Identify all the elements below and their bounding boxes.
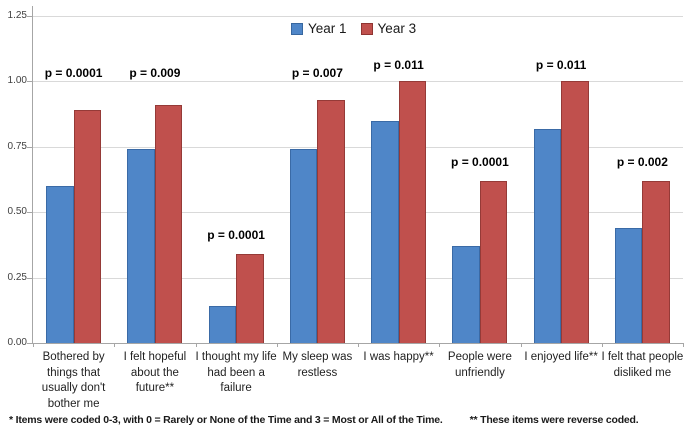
y-tick-1 [27,81,32,83]
y-tick-label: 0.75 [7,140,27,152]
p-value-label-8: p = 0.002 [616,154,668,169]
category-label-6: People were unfriendly [447,351,512,379]
category-label-3: I thought my life had been a failure [195,351,277,394]
p-value-label-1: p = 0.0001 [44,65,103,80]
bar-year1-1 [46,186,74,343]
bar-year3-2 [154,104,183,343]
y-tick-label: 1.25 [7,10,27,21]
p-value-label-7: p = 0.011 [535,57,587,72]
bar-year3-3 [236,254,264,343]
legend-label: Year 3 [377,21,417,36]
legend-swatch-icon [360,22,373,35]
gridline-y-1 [33,81,683,83]
y-axis-line [32,6,33,343]
x-tick-8 [683,343,684,347]
legend-label: Year 1 [308,21,347,36]
chart-legend: Year 1 Year 3 [291,21,416,36]
bar-year1-6 [452,246,480,343]
p-value-label-3: p = 0.0001 [207,227,265,242]
bar-year3-4 [317,99,345,343]
y-tick-label: 0.00 [7,337,27,348]
y-tick-0.75 [27,146,32,148]
footnote-reverse-note: ** These items were reverse coded. [469,414,639,426]
bar-year1-7 [533,128,562,343]
bar-year3-7 [561,81,589,343]
legend-item-year-1: Year 1 [291,21,347,36]
category-label-8: I felt that people disliked me [601,351,684,379]
gridline-y-0.75 [33,146,683,148]
y-tick-label: 1.00 [7,75,27,87]
y-tick-0 [27,343,32,344]
category-label-7: I enjoyed life** [524,351,598,363]
x-tick-6 [520,343,522,347]
p-value-label-5: p = 0.011 [373,57,424,72]
footnote: * Items were coded 0-3, with 0 = Rarely … [9,414,681,426]
bar-year1-2 [127,149,155,343]
x-tick-5 [439,343,441,347]
gridline-y-1.25 [33,16,683,17]
x-tick-0 [33,343,34,347]
x-tick-4 [358,343,359,347]
p-value-label-4: p = 0.007 [291,65,343,80]
bar-year1-3 [208,306,237,343]
y-tick-label: 0.25 [7,271,27,283]
bar-year3-6 [479,180,508,343]
y-tick-1.25 [27,16,32,17]
x-axis-line [31,343,684,344]
category-label-4: My sleep was restless [282,351,353,379]
bar-year3-5 [398,81,427,343]
bar-year1-4 [289,149,318,343]
x-tick-1 [114,343,116,347]
legend-item-year-3: Year 3 [360,21,417,36]
legend-swatch-icon [291,22,303,35]
x-tick-3 [276,343,278,347]
gridline-y-0.5 [33,212,683,214]
category-label-1: Bothered by things that usually don't bo… [41,351,106,410]
footnote-coding-note: * Items were coded 0-3, with 0 = Rarely … [9,414,443,426]
bar-year1-5 [371,120,399,343]
category-label-2: I felt hopeful about the future** [123,351,187,394]
p-value-label-6: p = 0.0001 [451,154,509,169]
category-label-5: I was happy** [363,351,434,363]
bar-year3-1 [73,110,102,343]
bar-year3-8 [642,180,670,343]
y-tick-0.25 [27,277,32,279]
gridline-y-0.25 [33,277,683,279]
x-tick-7 [601,343,603,347]
x-tick-2 [195,343,197,347]
y-tick-0.5 [27,212,32,214]
p-value-label-2: p = 0.009 [129,65,181,80]
y-tick-label: 0.50 [7,206,27,218]
bar-year1-8 [614,227,643,343]
